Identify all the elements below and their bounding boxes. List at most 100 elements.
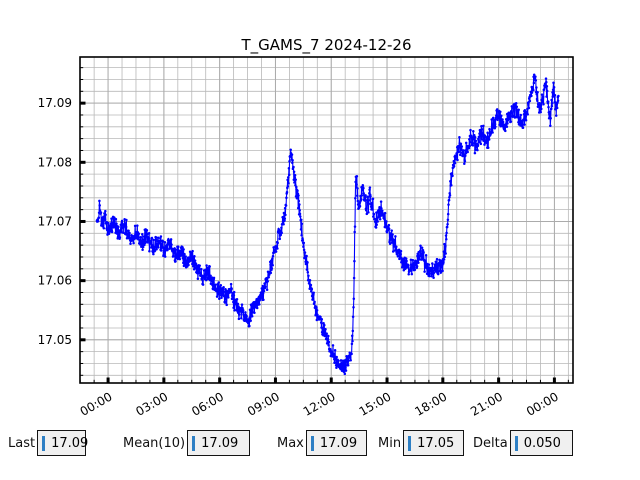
data-point — [169, 238, 173, 241]
data-point — [488, 127, 491, 131]
data-point — [545, 84, 549, 88]
data-point — [478, 129, 482, 133]
data-point — [154, 236, 158, 239]
data-point — [117, 225, 120, 229]
data-point — [499, 110, 502, 114]
data-point — [428, 274, 431, 278]
data-point — [161, 240, 165, 243]
stat-last-value: 17.09 — [51, 435, 89, 451]
data-point — [476, 148, 479, 152]
data-point — [117, 232, 121, 236]
data-point — [191, 262, 194, 266]
data-point — [240, 303, 244, 306]
data-point — [356, 187, 359, 190]
data-point — [532, 88, 535, 92]
data-point — [102, 215, 105, 218]
stat-min-value-box[interactable]: 17.05 — [403, 430, 465, 456]
data-point — [113, 222, 116, 226]
data-point — [446, 212, 450, 216]
data-point — [287, 181, 290, 185]
data-point — [433, 265, 437, 268]
data-point — [413, 268, 417, 272]
data-point — [369, 205, 373, 208]
data-point — [124, 222, 127, 226]
data-point — [250, 315, 254, 318]
data-point — [454, 155, 458, 158]
data-point — [181, 257, 185, 260]
data-point — [193, 259, 197, 262]
data-point — [329, 348, 332, 351]
data-point — [522, 112, 526, 116]
stat-max-value-box[interactable]: 17.09 — [305, 430, 367, 456]
data-point — [139, 235, 142, 239]
data-point — [282, 223, 285, 226]
data-point — [344, 369, 348, 372]
data-point — [330, 352, 333, 355]
data-point — [371, 208, 374, 211]
data-point — [162, 253, 165, 257]
data-point — [193, 255, 196, 258]
data-point — [269, 271, 273, 275]
data-point — [483, 134, 487, 137]
data-point — [218, 285, 221, 289]
stat-last-value-box[interactable]: 17.09 — [37, 430, 89, 456]
data-point — [404, 257, 408, 260]
data-point — [450, 172, 454, 175]
data-point — [550, 104, 554, 108]
data-point — [464, 154, 467, 158]
y-tick-label: 17.05 — [38, 333, 72, 347]
data-point — [184, 255, 187, 258]
data-point — [390, 241, 394, 244]
data-point — [536, 99, 539, 103]
data-point — [217, 281, 220, 284]
data-point — [545, 95, 548, 98]
data-point — [364, 194, 367, 197]
data-point — [538, 101, 542, 105]
stat-min-label: Min — [378, 435, 402, 451]
chart-title: T_GAMS_7 2024-12-26 — [241, 36, 412, 54]
data-point — [407, 272, 410, 276]
data-point — [473, 133, 476, 137]
data-point — [101, 225, 105, 228]
data-point — [174, 260, 177, 263]
data-point — [286, 184, 290, 188]
data-point — [232, 290, 236, 294]
data-point — [218, 297, 221, 300]
data-series — [95, 73, 560, 376]
data-point — [468, 138, 471, 141]
data-point — [483, 143, 486, 146]
data-point — [142, 235, 146, 238]
data-point — [541, 101, 544, 104]
data-point — [435, 257, 439, 261]
data-point — [517, 108, 520, 112]
data-point — [410, 272, 414, 276]
data-point — [535, 86, 538, 89]
data-point — [210, 276, 214, 279]
data-point — [113, 224, 117, 228]
data-point — [142, 239, 146, 243]
stat-max: Max 17.09 — [277, 429, 367, 457]
stat-delta-value-box[interactable]: 0.050 — [509, 430, 573, 456]
data-point — [374, 220, 378, 223]
data-point — [162, 251, 166, 254]
stat-delta-label: Delta — [473, 435, 508, 451]
data-point — [518, 119, 521, 123]
data-point — [249, 319, 252, 322]
data-point — [532, 81, 536, 85]
data-point — [241, 308, 245, 312]
data-point — [393, 238, 397, 242]
data-point — [248, 308, 252, 312]
data-point — [287, 173, 291, 177]
data-point — [469, 128, 472, 132]
stat-mean-value-box[interactable]: 17.09 — [187, 430, 251, 456]
data-point — [448, 192, 451, 195]
data-point — [118, 236, 122, 239]
data-point — [490, 118, 493, 121]
data-point — [474, 148, 477, 152]
data-point — [375, 211, 378, 214]
data-point — [178, 257, 182, 261]
data-point — [470, 141, 474, 145]
data-point — [187, 263, 190, 267]
data-point — [497, 116, 500, 119]
data-point — [348, 354, 352, 357]
